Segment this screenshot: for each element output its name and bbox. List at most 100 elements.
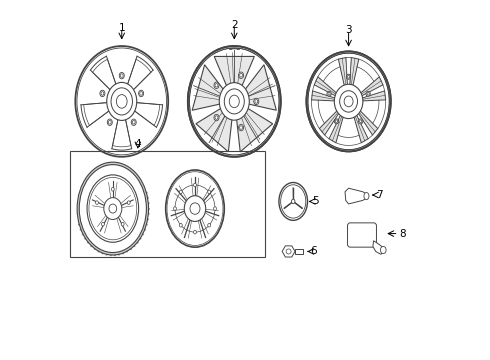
Text: 6: 6 [310,247,317,256]
Polygon shape [336,113,361,145]
Ellipse shape [360,120,362,123]
Ellipse shape [347,75,350,78]
Ellipse shape [127,201,130,204]
Ellipse shape [306,51,391,152]
Ellipse shape [327,91,331,96]
Ellipse shape [334,84,363,118]
Ellipse shape [340,91,358,112]
Polygon shape [314,77,338,96]
Ellipse shape [214,114,219,121]
Polygon shape [373,241,384,254]
Ellipse shape [100,90,105,96]
Ellipse shape [119,72,124,79]
Polygon shape [355,111,372,139]
Ellipse shape [380,247,386,253]
Polygon shape [125,56,153,94]
Polygon shape [91,56,118,94]
Ellipse shape [101,92,104,95]
Ellipse shape [184,196,206,221]
Ellipse shape [87,175,139,242]
Ellipse shape [96,201,98,204]
Ellipse shape [366,91,370,96]
Ellipse shape [167,172,223,246]
Ellipse shape [132,121,135,124]
Text: 3: 3 [345,25,352,35]
Text: 4: 4 [135,139,141,149]
Ellipse shape [140,92,143,95]
Ellipse shape [111,88,132,115]
Ellipse shape [215,84,218,87]
Polygon shape [243,65,276,110]
Ellipse shape [286,249,291,254]
Ellipse shape [215,116,218,120]
Ellipse shape [104,198,122,220]
Ellipse shape [77,48,167,155]
Ellipse shape [173,207,176,210]
Polygon shape [319,109,341,135]
Polygon shape [112,113,132,150]
Polygon shape [214,57,254,91]
Polygon shape [361,85,385,98]
Polygon shape [361,91,386,101]
Ellipse shape [179,190,182,194]
Polygon shape [203,54,229,93]
Ellipse shape [77,162,148,255]
Ellipse shape [214,82,219,89]
Text: 5: 5 [312,197,318,206]
Ellipse shape [89,177,137,240]
Polygon shape [339,58,348,89]
Ellipse shape [254,98,259,105]
Ellipse shape [117,95,127,108]
Polygon shape [196,107,233,152]
Ellipse shape [121,222,124,226]
Polygon shape [312,100,339,129]
Text: 8: 8 [399,229,406,239]
Ellipse shape [255,100,258,103]
Ellipse shape [239,72,244,78]
Polygon shape [352,59,379,94]
Ellipse shape [107,82,137,120]
Polygon shape [313,85,337,98]
Ellipse shape [229,95,239,108]
Ellipse shape [190,203,200,214]
Polygon shape [228,113,241,155]
Ellipse shape [75,46,168,157]
Ellipse shape [240,126,243,129]
Polygon shape [359,100,386,129]
Polygon shape [192,65,226,110]
Text: 1: 1 [119,23,125,33]
Polygon shape [345,188,367,204]
Ellipse shape [79,165,147,252]
Text: 2: 2 [231,19,238,30]
Ellipse shape [107,119,112,126]
Ellipse shape [367,93,369,95]
Polygon shape [312,91,336,101]
Polygon shape [240,54,266,93]
Ellipse shape [334,119,339,124]
Ellipse shape [240,73,243,77]
FancyBboxPatch shape [347,223,376,247]
Polygon shape [359,77,383,96]
Ellipse shape [190,48,279,155]
Ellipse shape [214,207,217,210]
Ellipse shape [131,119,136,126]
Polygon shape [346,57,351,89]
Ellipse shape [224,89,245,114]
Polygon shape [130,102,163,127]
Ellipse shape [220,83,249,120]
Ellipse shape [279,183,308,220]
Ellipse shape [188,46,281,157]
Ellipse shape [364,193,369,200]
Ellipse shape [101,222,104,226]
Polygon shape [318,59,345,94]
Ellipse shape [109,204,117,213]
Ellipse shape [121,74,123,77]
Polygon shape [329,112,344,143]
Bar [294,249,302,254]
Polygon shape [357,109,378,135]
Bar [70,152,265,257]
Ellipse shape [308,53,389,150]
Ellipse shape [166,170,224,247]
Ellipse shape [194,183,196,187]
Polygon shape [349,58,359,89]
